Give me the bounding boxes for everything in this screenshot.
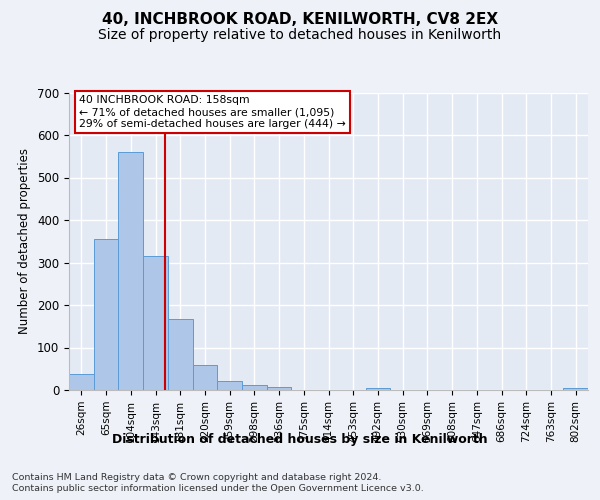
Bar [563,388,588,390]
Bar [168,318,193,390]
Text: Contains public sector information licensed under the Open Government Licence v3: Contains public sector information licen… [12,484,424,493]
Bar [143,256,168,390]
Bar [267,388,292,390]
Bar [193,364,217,390]
Bar [217,380,242,390]
Text: 40, INCHBROOK ROAD, KENILWORTH, CV8 2EX: 40, INCHBROOK ROAD, KENILWORTH, CV8 2EX [102,12,498,28]
Bar [242,386,267,390]
Bar [69,374,94,390]
Text: 40 INCHBROOK ROAD: 158sqm
← 71% of detached houses are smaller (1,095)
29% of se: 40 INCHBROOK ROAD: 158sqm ← 71% of detac… [79,96,346,128]
Y-axis label: Number of detached properties: Number of detached properties [19,148,31,334]
Text: Contains HM Land Registry data © Crown copyright and database right 2024.: Contains HM Land Registry data © Crown c… [12,472,382,482]
Text: Size of property relative to detached houses in Kenilworth: Size of property relative to detached ho… [98,28,502,42]
Bar [365,388,390,390]
Text: Distribution of detached houses by size in Kenilworth: Distribution of detached houses by size … [112,432,488,446]
Bar [118,152,143,390]
Bar [94,239,118,390]
